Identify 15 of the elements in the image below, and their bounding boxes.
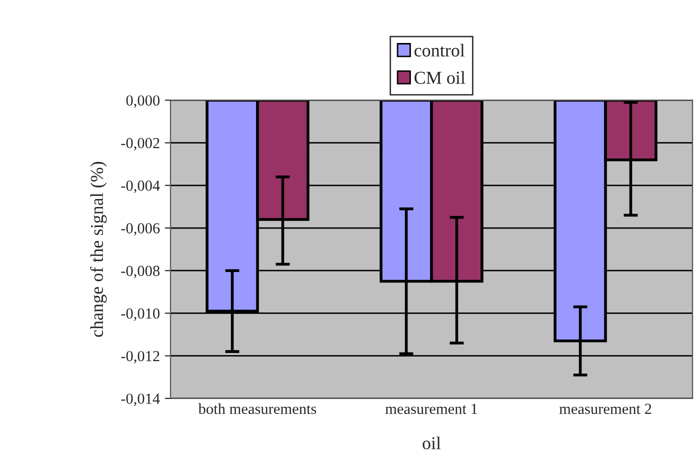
x-tick-label: measurement 1 (385, 404, 478, 414)
y-tick-label: -0,006 (121, 223, 160, 236)
x-axis-title: oil (422, 436, 441, 450)
y-tick-label: -0,010 (121, 308, 160, 321)
legend-label: CM oil (414, 71, 466, 84)
y-axis-title: change of the signal (%) (90, 162, 107, 337)
x-tick-label: both measurements (198, 403, 316, 414)
x-tick-label: measurement 2 (559, 404, 652, 414)
y-tick-label: -0,014 (121, 394, 160, 406)
y-tick-label: -0,004 (121, 180, 160, 194)
y-tick-label: -0,008 (121, 266, 160, 278)
legend-label: control (414, 44, 465, 57)
y-tick-label: 0,000 (126, 95, 160, 108)
y-tick-label: -0,002 (121, 138, 160, 150)
y-tick-label: -0,012 (121, 350, 160, 364)
